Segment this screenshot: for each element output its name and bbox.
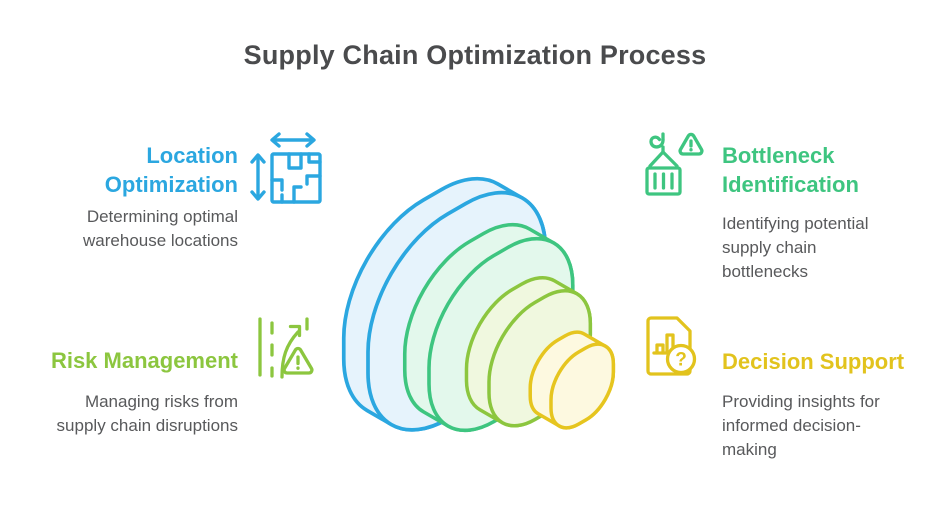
decision-heading: Decision Support (722, 349, 905, 374)
location-heading: Location Optimization (104, 143, 238, 197)
bottleneck-description: Identifying potential supply chain bottl… (722, 214, 869, 281)
bottleneck-heading: Bottleneck Identification (722, 143, 859, 197)
crane-container-warning-icon (645, 132, 704, 196)
risk-description: Managing risks from supply chain disrupt… (56, 392, 238, 435)
risk-heading: Risk Management (50, 348, 238, 373)
document-chart-question-icon: ? (646, 316, 697, 376)
stack-layer-decision-face (551, 332, 613, 440)
stack-layer-decision (530, 308, 613, 450)
page-title: Supply Chain Optimization Process (243, 40, 707, 70)
stack-graphic (330, 158, 630, 450)
road-warning-icon (258, 317, 314, 379)
svg-text:?: ? (675, 350, 687, 371)
location-description: Determining optimal warehouse locations (83, 207, 238, 250)
floorplan-measure-icon (250, 132, 322, 204)
decision-description: Providing insights for informed decision… (722, 392, 880, 459)
